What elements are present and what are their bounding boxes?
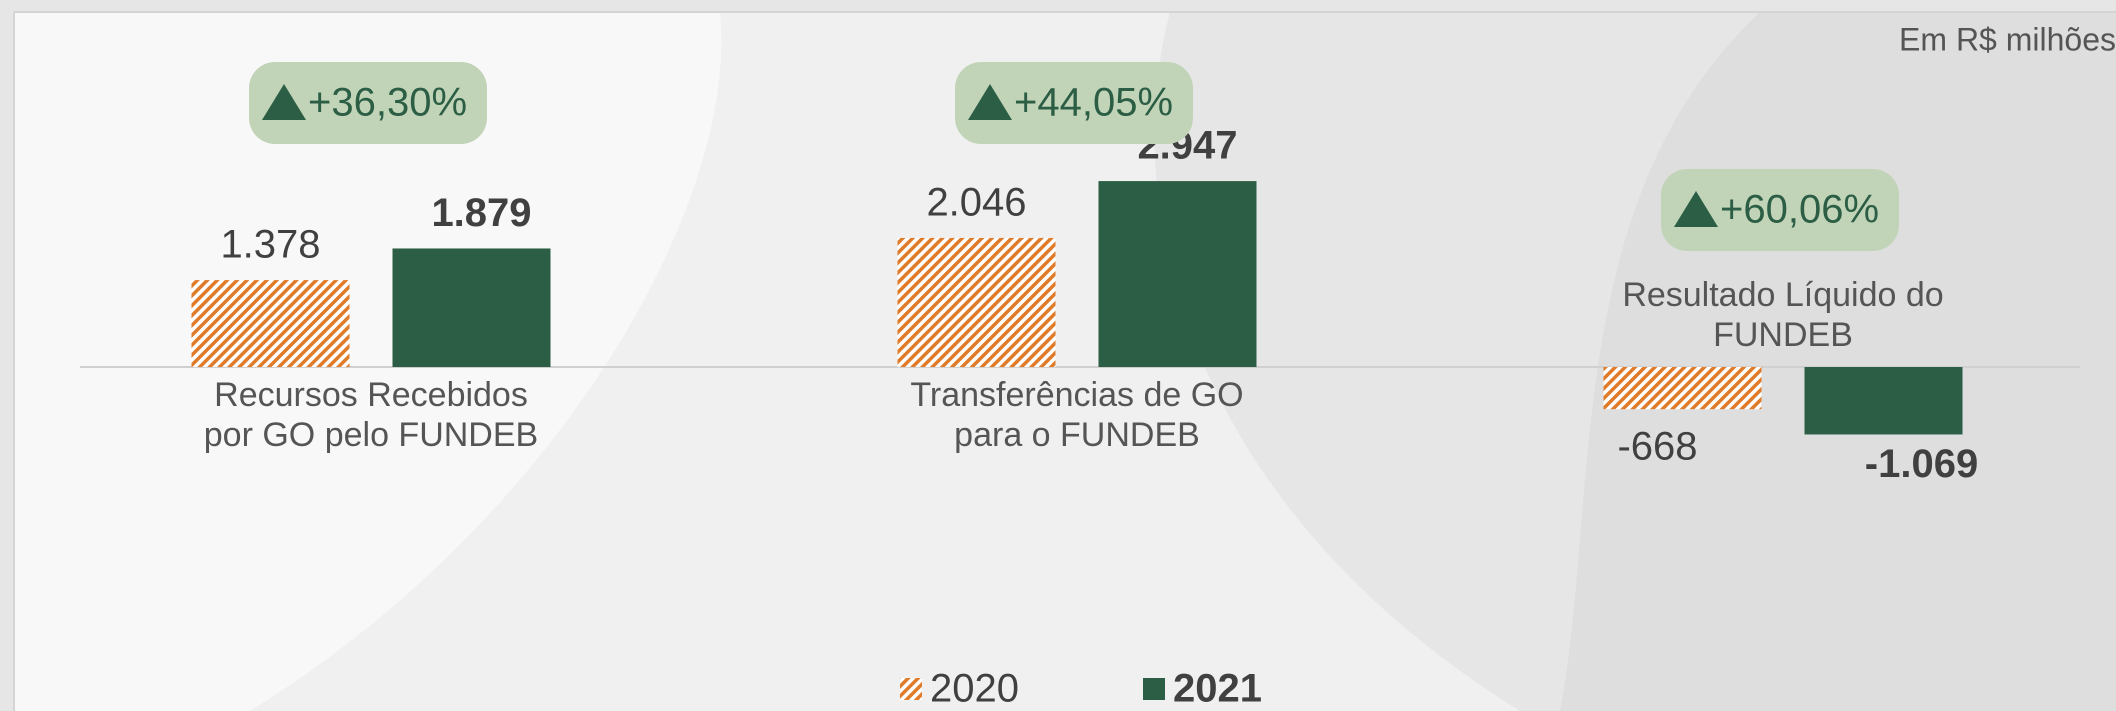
legend-swatch <box>900 678 922 700</box>
bar <box>1098 181 1257 368</box>
change-badge <box>1661 169 1899 251</box>
bar <box>1603 367 1762 410</box>
bar <box>897 237 1056 368</box>
legend-swatch <box>1143 678 1165 700</box>
value-label: 1.378 <box>220 223 320 267</box>
up-triangle <box>968 84 1012 120</box>
background-shape <box>250 12 1520 711</box>
change-label: +60,06% <box>1720 188 1879 232</box>
value-label: 1.879 <box>431 191 531 235</box>
subtitle: Em R$ milhões <box>1899 21 2116 57</box>
category-label: Recursos Recebidos por GO pelo FUNDEB <box>203 376 539 455</box>
bar <box>1804 367 1963 435</box>
value-label: -668 <box>1617 425 1697 469</box>
up-triangle <box>1674 191 1718 227</box>
value-label: -1.069 <box>1865 442 1978 486</box>
background-shape <box>14 12 722 711</box>
bar <box>191 280 350 368</box>
category-label: Transferências de GO para o FUNDEB <box>910 376 1244 455</box>
change-label: +44,05% <box>1014 81 1173 125</box>
change-label: +36,30% <box>308 81 467 125</box>
change-badge <box>249 62 487 144</box>
up-triangle <box>262 84 306 120</box>
legend-label: 2021 <box>1173 667 1262 711</box>
bar <box>392 248 551 368</box>
legend-label: 2020 <box>930 667 1019 711</box>
value-label: 2.046 <box>926 180 1026 224</box>
change-badge <box>955 62 1193 144</box>
category-label: Resultado Líquido do FUNDEB <box>1622 276 1944 355</box>
